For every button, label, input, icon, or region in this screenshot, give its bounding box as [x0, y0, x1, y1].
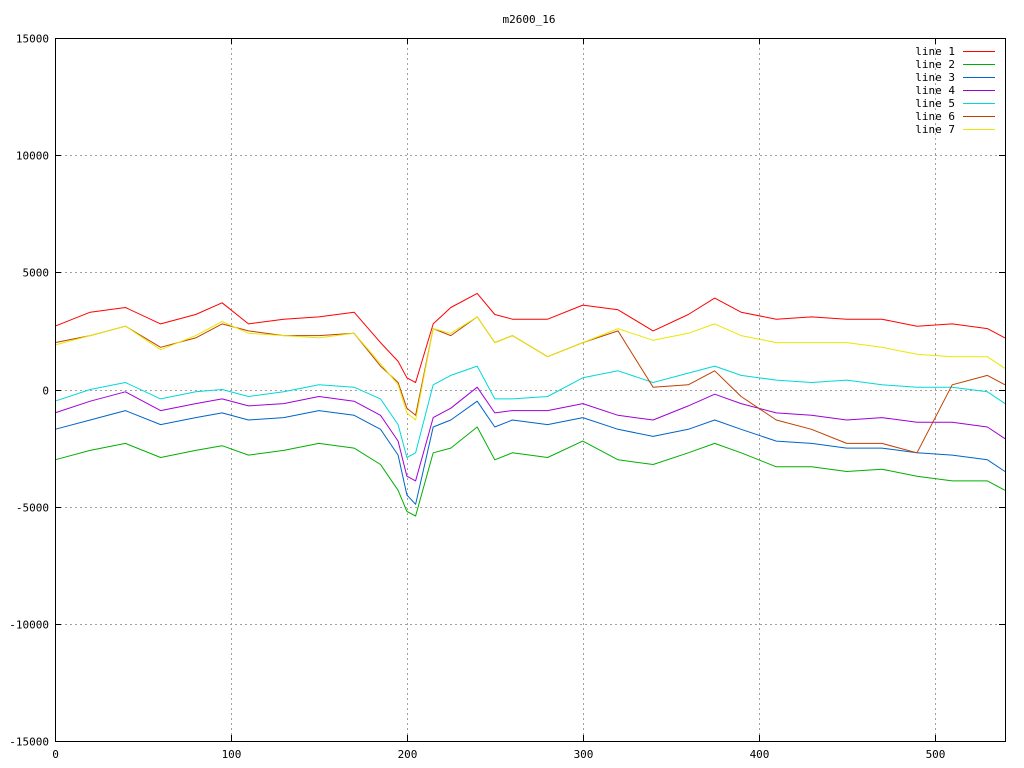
x-tick-label: 200 [398, 748, 418, 761]
y-tick-label: -5000 [16, 502, 49, 515]
y-tick-label: 5000 [23, 267, 50, 280]
legend-label-7: line 7 [915, 123, 955, 136]
legend-label-2: line 2 [915, 58, 955, 71]
x-tick-label: 400 [750, 748, 770, 761]
legend-label-1: line 1 [915, 45, 955, 58]
grid-lines [55, 38, 1005, 741]
series-line-6 [54, 316, 1006, 454]
y-tick-label: 0 [42, 385, 49, 398]
legend-label-5: line 5 [915, 97, 955, 110]
y-tick-label: 10000 [16, 150, 49, 163]
series-line-3 [54, 400, 1006, 505]
plot-frame [55, 38, 1006, 742]
series-line-1 [54, 292, 1006, 383]
legend-label-6: line 6 [915, 110, 955, 123]
legend-label-4: line 4 [915, 84, 955, 97]
series-line-5 [54, 365, 1006, 458]
series-line-4 [54, 386, 1006, 482]
y-tick-label: 15000 [16, 33, 49, 46]
chart-title: m2600_16 [503, 13, 556, 26]
series-lines [54, 292, 1006, 517]
legend-label-3: line 3 [915, 71, 955, 84]
series-line-7 [54, 316, 1006, 421]
x-tick-label: 100 [222, 748, 242, 761]
y-tick-label: -15000 [9, 736, 49, 749]
x-tick-label: 500 [926, 748, 946, 761]
axes: 0 100 200 300 400 500 -15000 -10000 -5000 0 5000 10… [9, 33, 1006, 761]
x-tick-label: 300 [574, 748, 594, 761]
series-line-2 [54, 426, 1006, 517]
x-tick-label: 0 [52, 748, 59, 761]
y-tick-label: -10000 [9, 619, 49, 632]
